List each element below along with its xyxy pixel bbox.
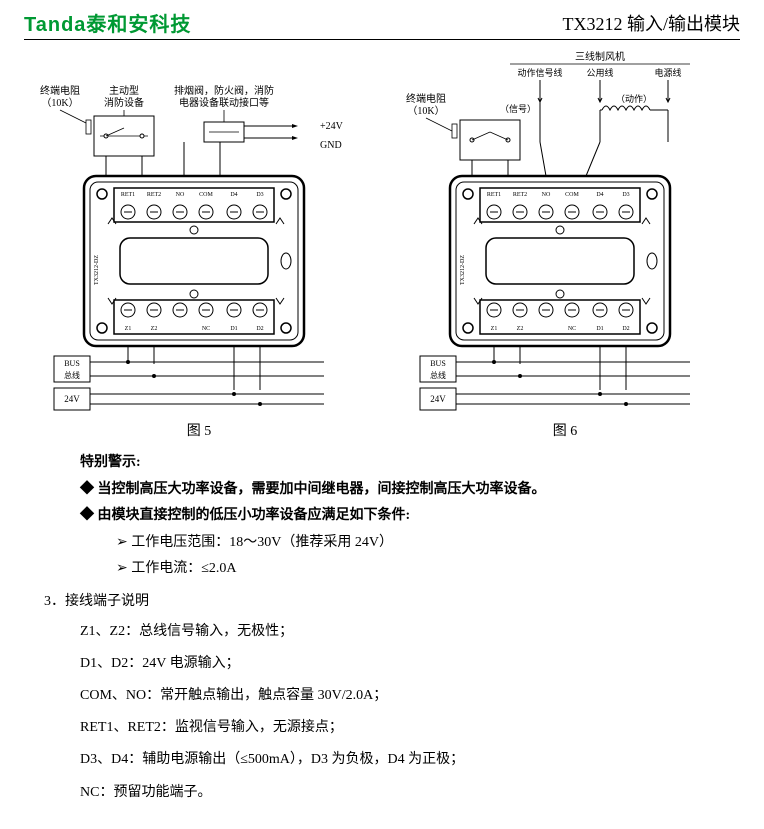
annot-res6b: （10K） xyxy=(407,105,444,117)
svg-text:BUS: BUS xyxy=(430,359,446,368)
svg-text:Z2: Z2 xyxy=(517,326,524,332)
annot-valves: 排烟阀，防火阀，消防 xyxy=(174,84,274,97)
module-body-6: RET1 RET2 NO COM D4 D3 TX3212-DZ xyxy=(450,176,670,346)
term-ret: RET1、RET2：监视信号输入，无源接点； xyxy=(80,712,740,744)
svg-text:D2: D2 xyxy=(256,326,263,332)
term-d34: D3、D4：辅助电源输出（≤500mA），D3 为负极，D4 为正极； xyxy=(80,744,740,776)
warning-block: 特别警示: 当控制高压大功率设备，需要加中间继电器，间接控制高压大功率设备。 由… xyxy=(80,450,740,583)
brand-logo: Tanda泰和安科技 xyxy=(24,8,191,37)
svg-text:D4: D4 xyxy=(596,192,603,198)
svg-text:D1: D1 xyxy=(596,326,603,332)
svg-text:RET2: RET2 xyxy=(513,192,527,198)
module-body: RET1 RET2 NO COM D4 D3 TX3212-DZ xyxy=(84,176,304,346)
diagram-6-svg: 三线制风机 动作信号线 公用线 电源线 （动作） （信号） 终端电阻 （10K） xyxy=(390,46,740,416)
term-com: COM、NO：常开触点输出，触点容量 30V/2.0A； xyxy=(80,680,740,712)
annot-res: 终端电阻 xyxy=(40,84,80,97)
label-24v: +24V xyxy=(320,121,344,132)
page-title: TX3212 输入/输出模块 xyxy=(563,10,741,36)
svg-text:TX3212-DZ: TX3212-DZ xyxy=(460,255,466,285)
warning-title: 特别警示: xyxy=(80,450,740,477)
svg-text:RET1: RET1 xyxy=(121,192,135,198)
svg-text:D3: D3 xyxy=(256,192,263,198)
warn-s1: 工作电压范围：18～30V（推荐采用 24V） xyxy=(116,530,740,557)
svg-text:D1: D1 xyxy=(230,326,237,332)
annot-active2: 消防设备 xyxy=(104,96,144,109)
page-header: Tanda泰和安科技 TX3212 输入/输出模块 xyxy=(24,8,740,40)
svg-text:COM: COM xyxy=(199,192,213,198)
annot-active: 主动型 xyxy=(109,84,139,97)
warn-s2: 工作电流：≤2.0A xyxy=(116,556,740,583)
diagram-5: 终端电阻 （10K） 主动型 消防设备 排烟阀，防火阀，消防 电器设备联动接口等 xyxy=(24,46,374,440)
svg-text:D3: D3 xyxy=(622,192,629,198)
warn-b2: 由模块直接控制的低压小功率设备应满足如下条件: xyxy=(80,503,740,530)
term-d12: D1、D2：24V 电源输入； xyxy=(80,648,740,680)
col1: 动作信号线 xyxy=(517,67,562,78)
act-label: （动作） xyxy=(616,93,652,104)
svg-text:NC: NC xyxy=(568,326,576,332)
svg-text:COM: COM xyxy=(565,192,579,198)
svg-text:总线: 总线 xyxy=(430,370,446,380)
term-z: Z1、Z2：总线信号输入，无极性； xyxy=(80,616,740,648)
svg-text:总线: 总线 xyxy=(64,370,80,380)
warn-b1: 当控制高压大功率设备，需要加中间继电器，间接控制高压大功率设备。 xyxy=(80,477,740,504)
svg-text:Z2: Z2 xyxy=(151,326,158,332)
svg-text:Z1: Z1 xyxy=(125,326,132,332)
svg-text:NC: NC xyxy=(202,326,210,332)
svg-text:D2: D2 xyxy=(622,326,629,332)
col2: 公用线 xyxy=(586,67,613,78)
svg-text:RET2: RET2 xyxy=(147,192,161,198)
svg-text:24V: 24V xyxy=(64,394,80,404)
diagram-row: 终端电阻 （10K） 主动型 消防设备 排烟阀，防火阀，消防 电器设备联动接口等 xyxy=(24,46,740,440)
caption-6: 图 6 xyxy=(390,420,740,440)
fan-title: 三线制风机 xyxy=(575,50,625,63)
annot-res6: 终端电阻 xyxy=(406,92,446,105)
svg-text:D4: D4 xyxy=(230,192,237,198)
svg-text:NO: NO xyxy=(542,192,551,198)
col3: 电源线 xyxy=(654,67,681,78)
svg-text:Z1: Z1 xyxy=(491,326,498,332)
svg-text:RET1: RET1 xyxy=(487,192,501,198)
svg-text:24V: 24V xyxy=(430,394,446,404)
label-gnd: GND xyxy=(320,140,342,151)
annot-res2: （10K） xyxy=(41,97,78,109)
diagram-6: 三线制风机 动作信号线 公用线 电源线 （动作） （信号） 终端电阻 （10K） xyxy=(390,46,740,440)
svg-text:BUS: BUS xyxy=(64,359,80,368)
diagram-5-svg: 终端电阻 （10K） 主动型 消防设备 排烟阀，防火阀，消防 电器设备联动接口等 xyxy=(24,46,374,416)
sig-label: （信号） xyxy=(500,103,536,114)
annot-valves2: 电器设备联动接口等 xyxy=(179,96,269,109)
term-nc: NC：预留功能端子。 xyxy=(80,777,740,809)
caption-5: 图 5 xyxy=(24,420,374,440)
module-side-label: TX3212-DZ xyxy=(94,255,100,285)
section-3-title: 3．接线端子说明 xyxy=(44,589,740,616)
terminal-descriptions: Z1、Z2：总线信号输入，无极性； D1、D2：24V 电源输入； COM、NO… xyxy=(80,616,740,809)
svg-text:NO: NO xyxy=(176,192,185,198)
